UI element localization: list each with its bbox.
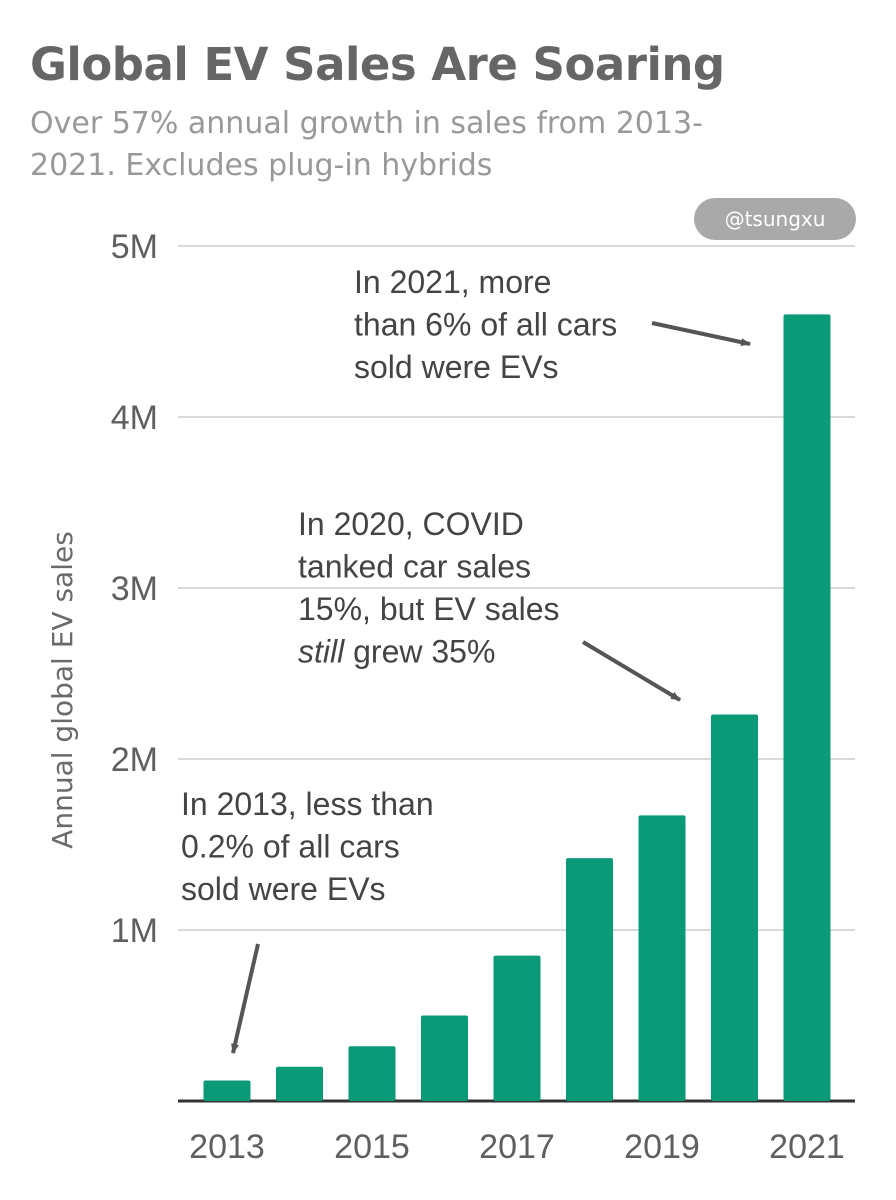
x-tick-label: 2017 [479,1128,555,1166]
watermark-badge: @tsungxu [694,198,856,240]
y-tick-label: 5M [111,228,158,266]
bar-2020 [711,714,758,1101]
y-tick-label: 1M [111,912,158,950]
x-tick-label: 2019 [624,1128,700,1166]
annotation-2013: In 2013, less than 0.2% of all cars sold w… [181,786,434,907]
watermark-text: @tsungxu [725,207,826,231]
annotation-2020: In 2020, COVID tanked car sales 15%, but E… [298,506,559,670]
chart-subtitle: Over 57% annual growth in sales from 201… [30,106,703,183]
annotation-2021: In 2021, more than 6% of all cars sold wer… [354,264,617,385]
arrow-2021 [651,321,751,347]
x-tick-label: 2021 [769,1128,845,1166]
y-axis-label: Annual global EV sales [46,531,79,849]
chart-title: Global EV Sales Are Soaring [30,38,725,91]
x-tick-label: 2015 [334,1128,410,1166]
bar-2015 [348,1046,396,1101]
bar-2013 [203,1080,251,1101]
y-tick-label: 2M [111,741,158,779]
arrow-2013 [231,943,260,1054]
bar-2016 [421,1015,468,1101]
x-tick-label: 2013 [189,1128,265,1166]
bar-2014 [276,1066,323,1101]
bar-2017 [493,955,541,1101]
bar-2019 [638,815,686,1101]
arrow-2020 [581,640,682,702]
bar-2021 [783,314,831,1101]
y-tick-label: 3M [111,570,158,608]
bar-2018 [566,858,613,1101]
y-tick-label: 4M [111,399,158,437]
